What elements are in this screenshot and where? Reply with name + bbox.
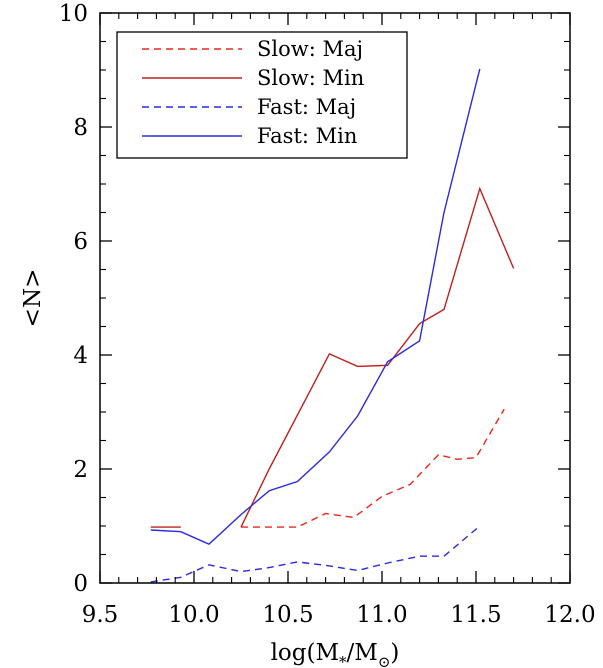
- tick-label-layer: 9.5 10.0 10.5 11.0 11.5 12.0 0 2 4 6 8 10: [59, 1, 596, 628]
- series-line-fast-min: [150, 68, 481, 546]
- y-tick-label: 6: [73, 229, 88, 255]
- y-tick-label: 10: [59, 1, 88, 27]
- legend-label-slow-maj: Slow: Maj: [257, 37, 363, 61]
- y-tick-label: 4: [73, 343, 88, 369]
- legend: Slow: Maj Slow: Min Fast: Maj Fast: Min: [116, 31, 408, 159]
- x-tick-label: 9.5: [82, 602, 119, 628]
- series-layer: [150, 68, 515, 583]
- x-axis-title: log(M*/M⊙): [271, 640, 400, 668]
- legend-label-fast-maj: Fast: Maj: [257, 95, 356, 119]
- legend-label-fast-min: Fast: Min: [257, 124, 357, 148]
- y-tick-label: 0: [73, 571, 88, 597]
- x-tick-label: 11.5: [450, 602, 501, 628]
- x-tick-label: 11.0: [356, 602, 407, 628]
- y-axis-title: <N>: [20, 269, 46, 328]
- tick-layer: [99, 12, 571, 584]
- y-tick-label: 8: [73, 115, 88, 141]
- y-tick-label: 2: [73, 457, 88, 483]
- series-line-fast-maj: [150, 525, 481, 583]
- x-tick-label: 10.5: [262, 602, 313, 628]
- series-line-slow-min: [240, 186, 515, 528]
- x-tick-label: 10.0: [168, 602, 219, 628]
- legend-label-slow-min: Slow: Min: [257, 66, 364, 90]
- x-tick-label: 12.0: [544, 602, 595, 628]
- legend-box: [116, 31, 408, 159]
